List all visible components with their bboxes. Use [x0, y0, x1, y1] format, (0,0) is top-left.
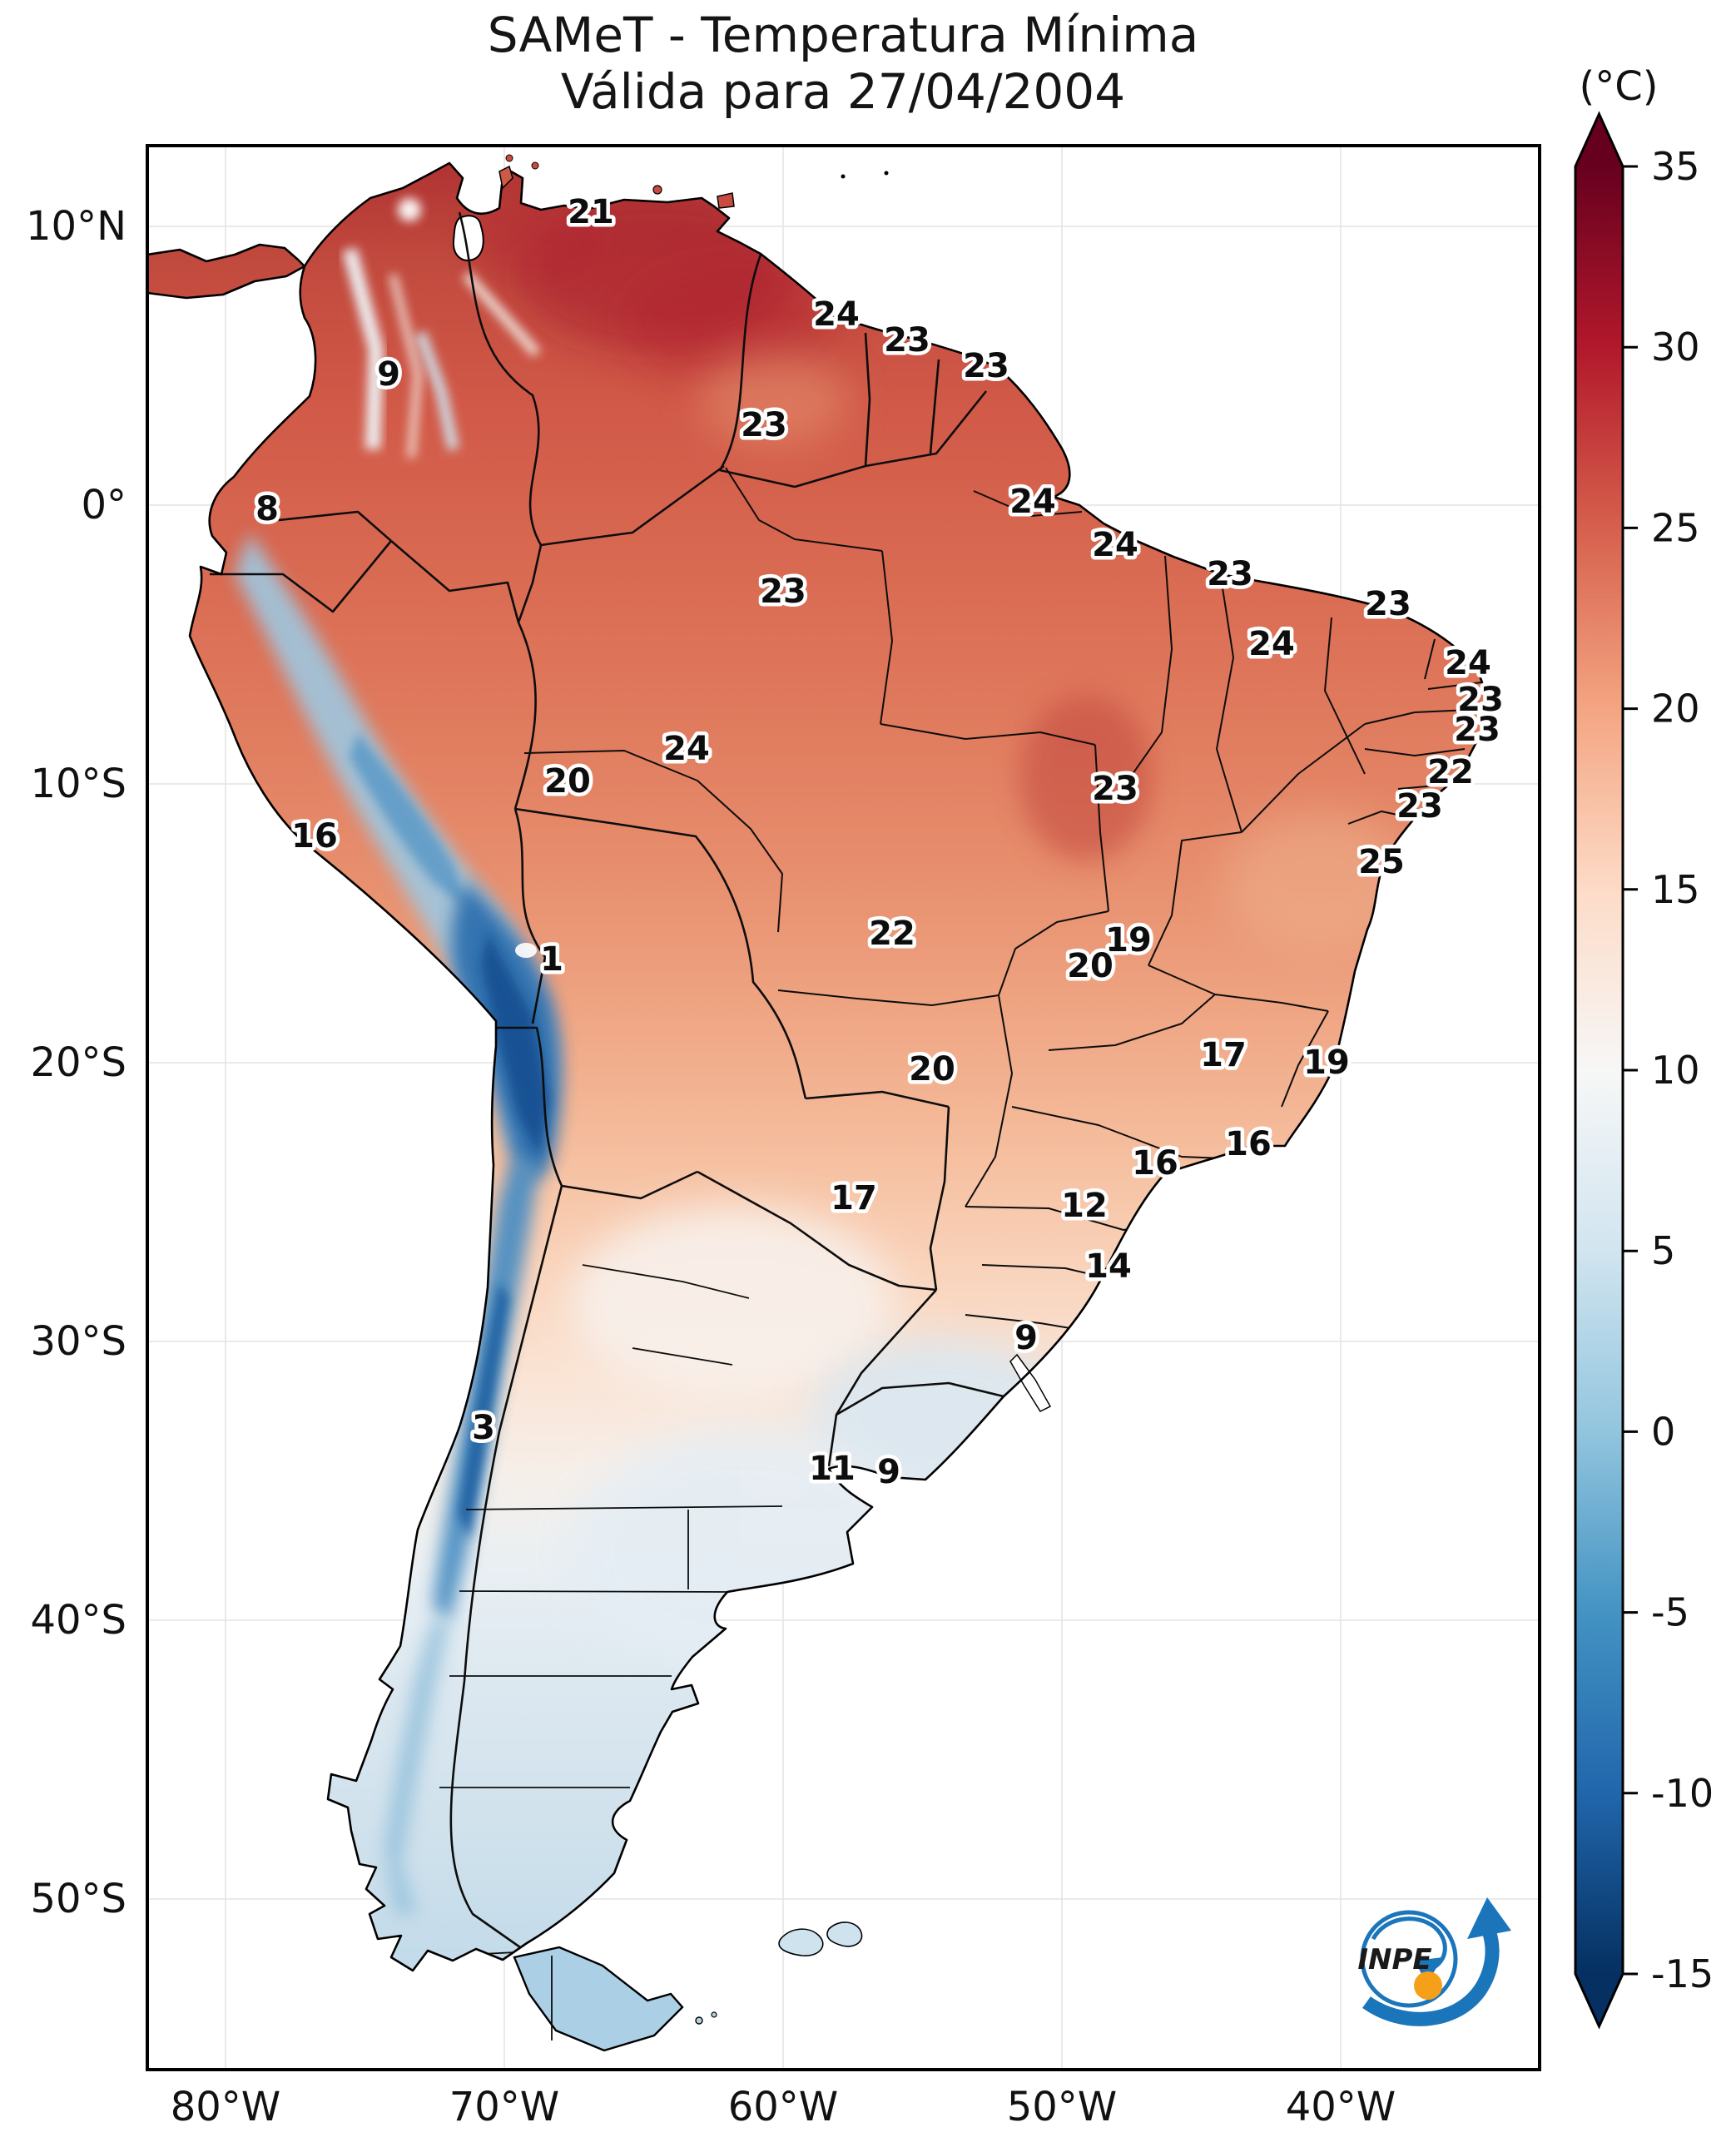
temp-label: 25: [1358, 843, 1405, 881]
temp-label: 24: [1445, 644, 1491, 682]
temp-label: 17: [1200, 1036, 1247, 1074]
temp-label: 24: [663, 730, 710, 768]
inpe-logo-text: INPE: [1357, 1943, 1431, 1976]
temp-label: 23: [1207, 555, 1253, 593]
lat-tick-label: 0°: [81, 482, 126, 528]
temp-label: 23: [1396, 787, 1443, 826]
caribbean-islands: [498, 154, 889, 209]
temp-label: 22: [869, 915, 915, 953]
lon-tick-label: 60°W: [728, 2084, 839, 2130]
colorbar-tick-label: 15: [1651, 867, 1700, 912]
lat-tick-label: 50°S: [30, 1876, 126, 1922]
temp-label: 24: [1092, 526, 1138, 564]
inpe-logo-swirl: [1371, 1916, 1447, 1971]
temp-label: 1: [540, 940, 563, 979]
figure-title-line1: SAMeT - Temperatura Mínima: [488, 7, 1199, 63]
colorbar-tick-label: 35: [1651, 144, 1700, 189]
lon-tick-label: 50°W: [1007, 2084, 1118, 2130]
temp-label: 23: [1457, 681, 1504, 719]
lon-tick-label: 40°W: [1286, 2084, 1396, 2130]
temp-label: 16: [1225, 1125, 1272, 1163]
colorbar-tick-label: 10: [1651, 1048, 1700, 1093]
inpe-logo-arrowhead: [1467, 1897, 1511, 1939]
isla-estados-2: [711, 2011, 717, 2018]
temp-label: 20: [1067, 947, 1114, 985]
province-borders: [439, 1264, 783, 1956]
colorbar-bottom-arrow: [1575, 1974, 1623, 2026]
temp-label: 14: [1085, 1247, 1132, 1286]
colorbar-tick-label: -15: [1651, 1951, 1714, 1996]
temp-label: 23: [884, 321, 930, 359]
temp-label: 24: [1009, 483, 1056, 521]
lat-tick-label: 30°S: [30, 1318, 126, 1365]
latitude-axis: 10°N 0° 10°S 20°S 30°S 40°S 50°S: [26, 203, 126, 1922]
state-borders: [523, 467, 1486, 1334]
temperature-field-overlays: [235, 198, 1415, 1914]
inpe-logo: INPE: [1357, 1897, 1511, 2026]
longitude-axis: 80°W 70°W 60°W 50°W 40°W: [171, 2084, 1396, 2130]
temp-label: 22: [1427, 753, 1474, 791]
inpe-logo-orange-dot: [1414, 1971, 1442, 2000]
temp-label: 23: [1454, 711, 1500, 749]
colorbar-tick-label: 25: [1651, 505, 1700, 550]
temp-label: 19: [1303, 1044, 1350, 1082]
colorbar-tick-label: 0: [1651, 1409, 1675, 1454]
temp-label: 24: [813, 295, 860, 334]
political-borders: [210, 211, 1486, 1956]
lat-tick-label: 20°S: [30, 1039, 126, 1086]
lat-tick-label: 10°N: [26, 203, 126, 250]
isla-estados: [695, 2016, 703, 2025]
temp-label: 12: [1061, 1187, 1108, 1225]
country-borders: [210, 211, 1004, 1949]
temp-label: 16: [291, 817, 338, 855]
lake-maracaibo: [452, 215, 484, 261]
colorbar-tick-label: -5: [1651, 1590, 1689, 1635]
plot-frame: [146, 144, 1541, 2071]
colorbar-tick-label: 30: [1651, 325, 1700, 369]
inpe-logo-swirl-arrowhead: [1415, 1957, 1443, 1984]
temp-label: 9: [877, 1453, 900, 1491]
colorbar-tick-label: -10: [1651, 1771, 1714, 1816]
lat-tick-label: 10°S: [30, 761, 126, 807]
temp-label: 23: [760, 573, 806, 611]
lat-tick-label: 40°S: [30, 1597, 126, 1644]
temp-label: 23: [741, 406, 787, 444]
temp-label: 8: [255, 490, 279, 528]
patos-lagoon: [1009, 1353, 1052, 1412]
figure-title-line2: Válida para 27/04/2004: [561, 63, 1125, 120]
temp-label: 16: [1132, 1144, 1178, 1183]
temp-label: 23: [1092, 770, 1138, 808]
temp-label: 17: [831, 1179, 877, 1217]
colorbar-ticks: 35 30 25 20 15 10 5 0 -5 -10 -15: [1623, 144, 1714, 1996]
colorbar-top-arrow: [1575, 114, 1623, 166]
lon-tick-label: 70°W: [449, 2084, 560, 2130]
colorbar-gradient: [1575, 166, 1623, 1974]
lon-tick-label: 80°W: [171, 2084, 281, 2130]
tierra-del-fuego: [513, 1946, 684, 2052]
inpe-logo-arrow: [1362, 1928, 1500, 2026]
lake-titicaca: [515, 943, 537, 958]
temp-label: 20: [909, 1050, 955, 1088]
temp-label: 9: [377, 355, 400, 394]
colorbar: (°C) 35 30 25 20 15 10 5 0 -5 -10 -15: [1574, 63, 1714, 2030]
falkland-islands: [778, 1921, 863, 1956]
temp-label: 23: [1365, 585, 1411, 623]
temp-label: 3: [472, 1409, 495, 1447]
temp-label: 20: [544, 762, 591, 801]
colorbar-unit-label: (°C): [1580, 63, 1659, 110]
colorbar-tick-label: 5: [1651, 1228, 1675, 1273]
temp-label: 19: [1105, 921, 1152, 959]
temp-label: 23: [963, 347, 1009, 385]
colorbar-tick-label: 20: [1651, 687, 1700, 731]
temp-label: 9: [1014, 1319, 1038, 1357]
temp-label: 24: [1248, 625, 1295, 663]
temp-label: 21: [568, 193, 614, 231]
temp-label: 11: [809, 1450, 856, 1488]
